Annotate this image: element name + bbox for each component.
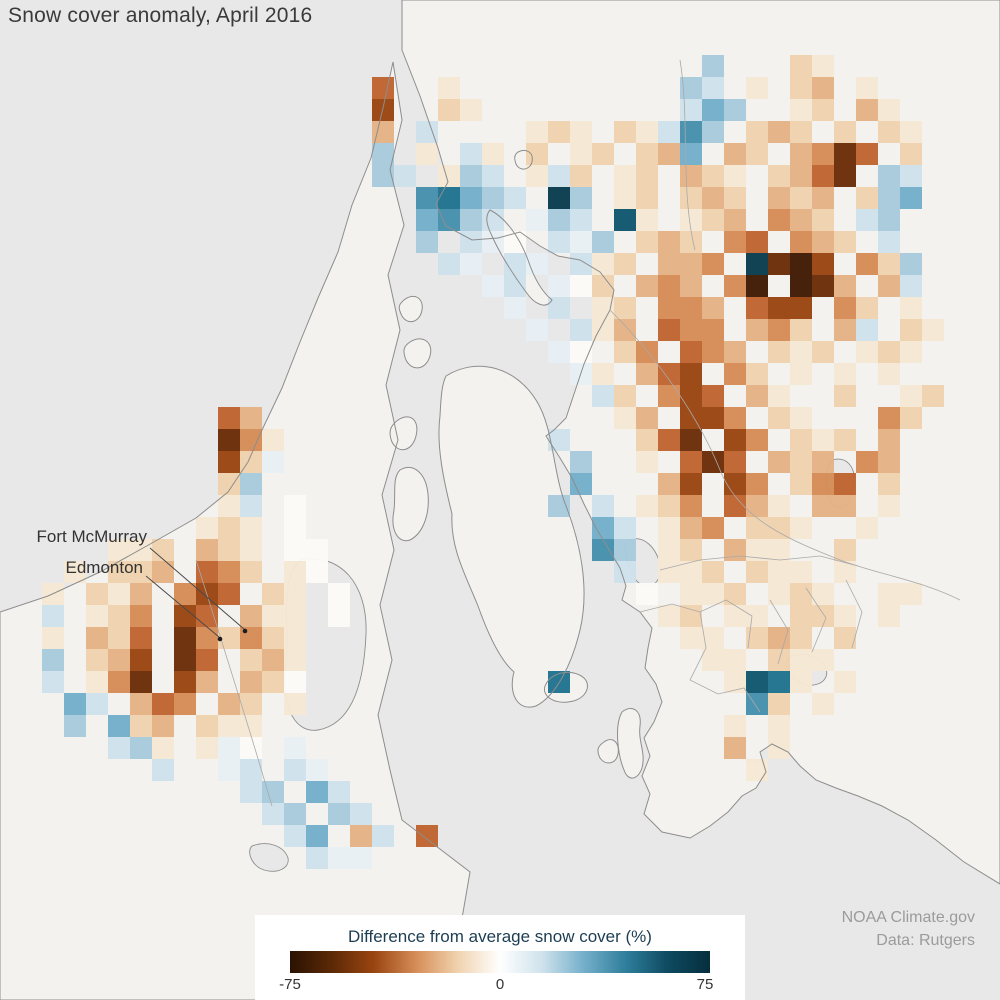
- border-siberia: [609, 309, 961, 601]
- legend-title: Difference from average snow cover (%): [348, 927, 652, 946]
- border-europe: [689, 611, 761, 713]
- city-dot-edmonton: [217, 636, 223, 642]
- landmass-uk: [617, 708, 644, 779]
- attribution-line2: Data: Rutgers: [876, 932, 975, 949]
- great-lakes: [249, 843, 289, 872]
- city-annotations: [145, 547, 248, 642]
- border-europe: [659, 555, 859, 571]
- city-label-fort-mcmurray: Fort McMurray: [36, 527, 148, 546]
- border-europe: [639, 599, 727, 613]
- anomaly-cells: [42, 55, 944, 869]
- legend-tick-min: -75: [279, 976, 301, 993]
- border-far-east: [679, 59, 696, 251]
- leader-line-fort-mcmurray: [149, 547, 245, 630]
- arctic-island: [392, 467, 429, 541]
- city-dot-fort-mcmurray: [242, 628, 248, 634]
- legend-tick-max: 75: [696, 976, 714, 993]
- country-borders: [195, 59, 961, 807]
- border-europe: [769, 599, 789, 665]
- attribution-line1: NOAA Climate.gov: [841, 909, 975, 926]
- legend-tick-mid: 0: [495, 976, 505, 993]
- page-title: Snow cover anomaly, April 2016: [8, 4, 313, 27]
- attribution: NOAA Climate.gov Data: Rutgers: [700, 906, 975, 952]
- landmass-greenland: [438, 366, 585, 708]
- leader-line-edmonton: [145, 575, 220, 638]
- province-border-alberta: [195, 559, 273, 807]
- border-europe: [725, 599, 753, 649]
- city-label-edmonton: Edmonton: [65, 558, 144, 577]
- colorbar: [290, 951, 710, 973]
- border-europe: [805, 587, 827, 653]
- border-europe: [845, 579, 863, 649]
